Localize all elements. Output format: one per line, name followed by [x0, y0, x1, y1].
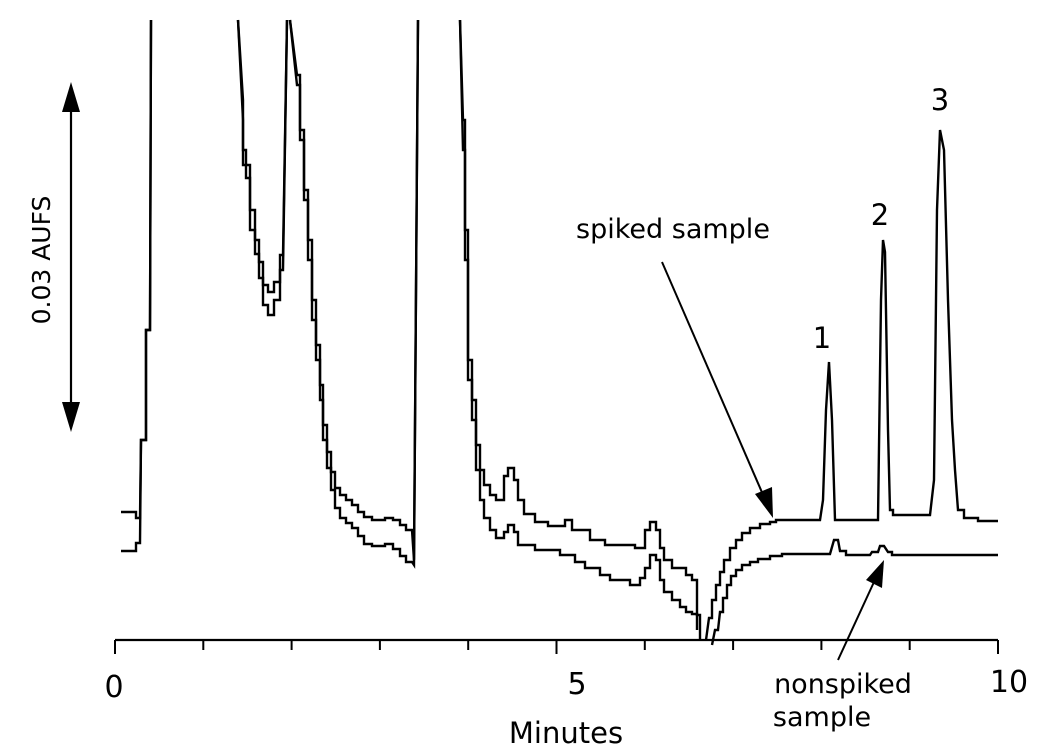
x-axis-ticks [114, 640, 999, 654]
nonspiked-sample-arrowhead [866, 560, 884, 588]
scale-bar-arrowhead-bottom [62, 402, 80, 432]
peak-label-2: 2 [871, 198, 889, 232]
spiked-sample-arrowhead [755, 487, 773, 518]
nonspiked-sample-arrow-line [837, 581, 875, 661]
trace-spiked-sample-tail [704, 129, 998, 641]
nonspiked-sample-label-line2: sample [773, 702, 871, 733]
trace-nonspiked-sample-tail [710, 538, 998, 646]
x-axis-title: Minutes [509, 716, 623, 750]
scale-bar [62, 82, 80, 432]
x-tick-label-0: 0 [104, 670, 123, 705]
trace-nonspiked-sample [121, 19, 699, 630]
x-tick-label-10: 10 [990, 665, 1028, 700]
trace-spiked-sample [121, 19, 702, 640]
peak-label-1: 1 [813, 321, 831, 355]
peak-label-3: 3 [931, 83, 949, 117]
spiked-sample-label: spiked sample [576, 214, 770, 245]
chromatogram-traces [121, 19, 998, 646]
nonspiked-sample-arrow [837, 560, 884, 661]
x-tick-label-5: 5 [567, 667, 586, 702]
scale-bar-arrowhead-top [62, 82, 80, 112]
x-axis: 0 5 10 Minutes [104, 638, 1028, 750]
nonspiked-sample-label-line1: nonspiked [774, 669, 912, 700]
scale-bar-label: 0.03 AUFS [27, 196, 56, 325]
spiked-sample-arrow [661, 261, 773, 518]
spiked-sample-arrow-line [661, 261, 765, 498]
